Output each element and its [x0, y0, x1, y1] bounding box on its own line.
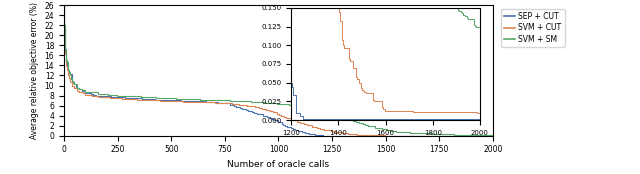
SVM + SM	[60, 4, 68, 6]
SEP + CUT	[196, 100, 204, 102]
SVM + CUT	[319, 128, 327, 130]
SVM + SM	[169, 97, 177, 99]
SVM + SM	[162, 97, 170, 99]
SEP + CUT	[120, 96, 127, 98]
SVM + CUT	[61, 49, 69, 52]
SVM + SM	[489, 134, 497, 136]
SVM + SM	[140, 96, 148, 98]
SVM + SM	[193, 98, 201, 101]
X-axis label: Number of oracle calls: Number of oracle calls	[227, 160, 330, 169]
Line: SVM + CUT: SVM + CUT	[64, 5, 493, 136]
SEP + CUT	[60, 4, 68, 6]
SEP + CUT	[264, 116, 271, 118]
SEP + CUT	[168, 99, 175, 101]
Line: SVM + SM: SVM + SM	[64, 5, 493, 135]
SVM + CUT	[339, 132, 346, 134]
SEP + CUT	[141, 98, 149, 100]
SVM + CUT	[392, 135, 400, 137]
SVM + CUT	[60, 4, 68, 6]
Line: SEP + CUT: SEP + CUT	[64, 5, 493, 136]
SVM + SM	[266, 102, 273, 104]
Y-axis label: Average relative objective error (%): Average relative objective error (%)	[30, 2, 39, 139]
Legend: SEP + CUT, SVM + CUT, SVM + SM: SEP + CUT, SVM + CUT, SVM + SM	[501, 9, 564, 47]
SEP + CUT	[160, 99, 168, 101]
SVM + CUT	[149, 99, 157, 101]
SEP + CUT	[489, 135, 497, 137]
SVM + SM	[125, 95, 132, 97]
SVM + CUT	[452, 135, 460, 137]
SVM + CUT	[489, 135, 497, 137]
